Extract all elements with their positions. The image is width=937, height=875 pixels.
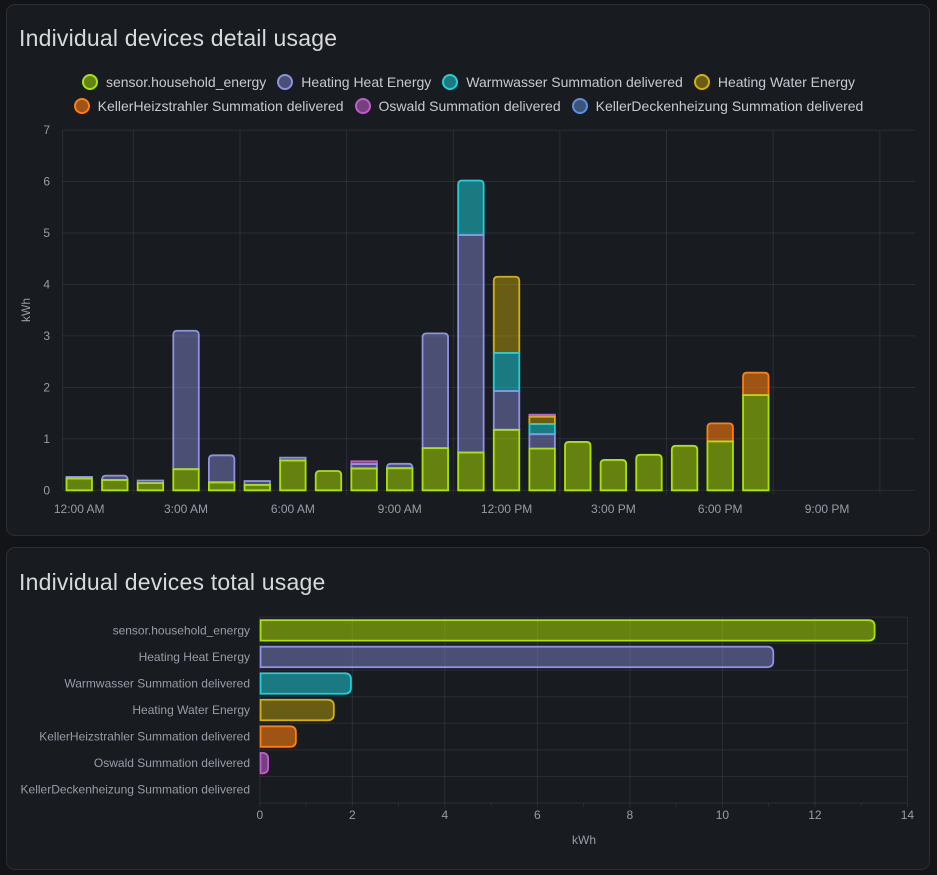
- svg-text:0: 0: [43, 483, 50, 497]
- svg-text:Warmwasser Summation delivered: Warmwasser Summation delivered: [64, 677, 250, 691]
- svg-text:6: 6: [534, 808, 541, 822]
- svg-text:3: 3: [43, 329, 50, 343]
- svg-text:0: 0: [256, 808, 263, 822]
- svg-text:6: 6: [43, 175, 50, 189]
- svg-text:12:00 AM: 12:00 AM: [54, 502, 105, 516]
- svg-text:sensor.household_energy: sensor.household_energy: [113, 623, 250, 637]
- svg-text:1: 1: [43, 432, 50, 446]
- svg-text:Heating Water Energy: Heating Water Energy: [132, 703, 250, 717]
- svg-text:KellerDeckenheizung Summation: KellerDeckenheizung Summation delivered: [21, 783, 250, 797]
- svg-text:Heating Heat Energy: Heating Heat Energy: [139, 650, 250, 664]
- svg-text:kWh: kWh: [572, 833, 596, 847]
- svg-text:14: 14: [901, 808, 915, 822]
- svg-text:4: 4: [441, 808, 448, 822]
- svg-text:kWh: kWh: [19, 298, 33, 322]
- svg-text:3:00 PM: 3:00 PM: [591, 502, 636, 516]
- svg-text:Oswald Summation delivered: Oswald Summation delivered: [94, 756, 250, 770]
- svg-text:7: 7: [43, 123, 50, 137]
- svg-text:5: 5: [43, 226, 50, 240]
- svg-text:12:00 PM: 12:00 PM: [481, 502, 532, 516]
- svg-text:9:00 PM: 9:00 PM: [805, 502, 850, 516]
- svg-text:6:00 PM: 6:00 PM: [698, 502, 743, 516]
- svg-text:2: 2: [43, 380, 50, 394]
- svg-text:9:00 AM: 9:00 AM: [378, 502, 422, 516]
- svg-text:8: 8: [627, 808, 634, 822]
- svg-text:4: 4: [43, 278, 50, 292]
- svg-text:12: 12: [808, 808, 822, 822]
- svg-text:10: 10: [716, 808, 730, 822]
- svg-text:3:00 AM: 3:00 AM: [164, 502, 208, 516]
- svg-text:6:00 AM: 6:00 AM: [271, 502, 315, 516]
- svg-text:2: 2: [349, 808, 356, 822]
- svg-text:KellerHeizstrahler Summation d: KellerHeizstrahler Summation delivered: [39, 730, 250, 744]
